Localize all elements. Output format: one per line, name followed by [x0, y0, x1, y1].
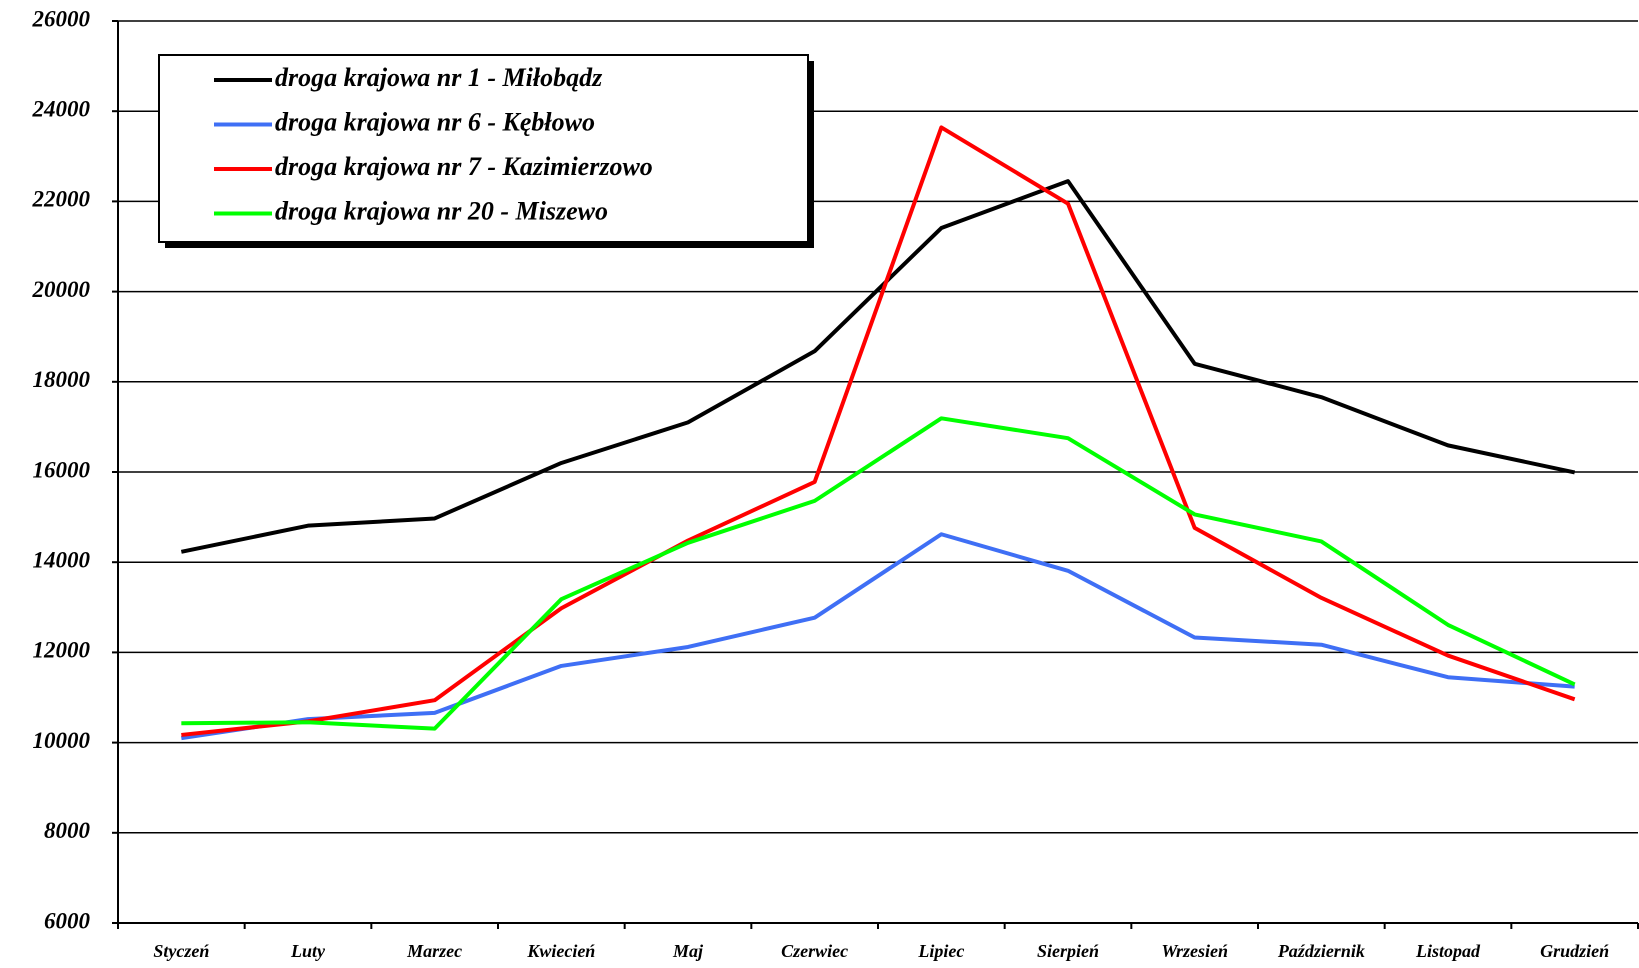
legend-label: droga krajowa nr 6 - Kębłowo: [275, 107, 595, 136]
legend-label: droga krajowa nr 20 - Miszewo: [275, 196, 608, 225]
y-tick-label: 20000: [32, 277, 91, 302]
y-tick-label: 8000: [44, 818, 91, 843]
y-tick-label: 6000: [44, 908, 91, 933]
y-tick-label: 10000: [33, 728, 91, 753]
x-tick-label: Marzec: [406, 941, 462, 961]
y-tick-label: 18000: [33, 367, 91, 392]
y-tick-label: 12000: [33, 638, 91, 663]
x-tick-label: Wrzesień: [1161, 941, 1228, 961]
y-tick-label: 16000: [33, 457, 91, 482]
series-line: [180, 179, 1576, 554]
y-tick-label: 22000: [32, 187, 91, 212]
x-tick-label: Październik: [1277, 941, 1365, 961]
series-line: [181, 416, 1576, 731]
x-tick-label: Sierpień: [1037, 941, 1099, 961]
legend: [158, 54, 809, 243]
y-tick-label: 14000: [33, 547, 91, 572]
x-tick-label: Lipiec: [917, 941, 964, 961]
y-tick-label: 26000: [32, 6, 91, 31]
y-tick-label: 24000: [32, 96, 91, 121]
series-line: [181, 532, 1575, 741]
x-tick-label: Kwiecień: [526, 941, 595, 961]
x-tick-label: Grudzień: [1540, 941, 1609, 961]
legend-label: droga krajowa nr 7 - Kazimierzowo: [275, 152, 653, 181]
legend-label: droga krajowa nr 1 - Miłobądz: [275, 63, 603, 92]
x-tick-label: Maj: [672, 941, 704, 961]
x-tick-label: Listopad: [1415, 941, 1481, 961]
x-tick-label: Luty: [290, 941, 326, 961]
x-tick-label: Styczeń: [153, 941, 209, 961]
x-tick-label: Czerwiec: [781, 941, 848, 961]
series-line: [181, 125, 1576, 737]
